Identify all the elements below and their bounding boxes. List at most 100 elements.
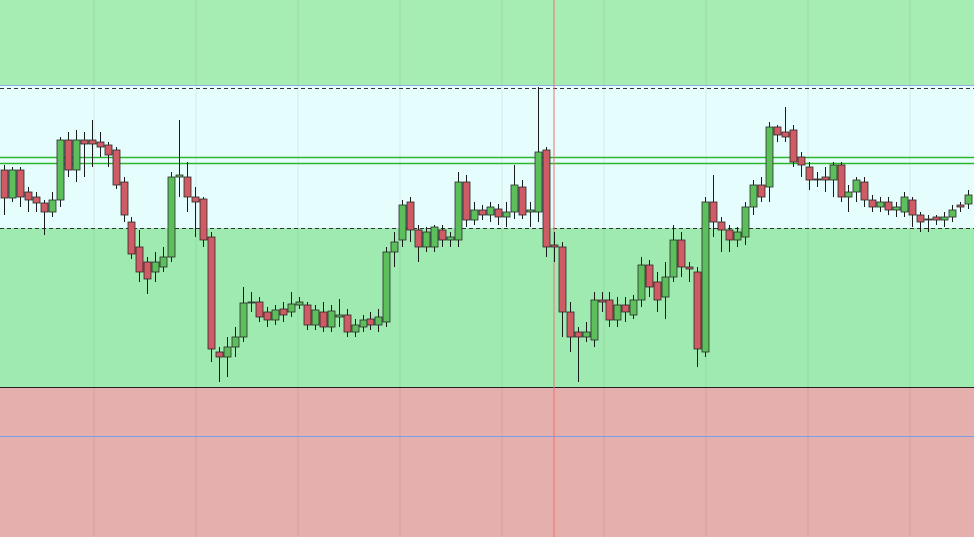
- candle-body: [645, 264, 654, 288]
- candle-body: [382, 251, 391, 323]
- candle-body: [940, 216, 949, 221]
- candle-body: [837, 164, 846, 198]
- candle-body: [287, 303, 296, 313]
- candle-body: [725, 229, 734, 241]
- candle-body: [351, 324, 360, 333]
- candle-body: [526, 209, 535, 213]
- candle-body: [717, 221, 726, 231]
- candle-body: [781, 131, 790, 138]
- candle-body: [590, 299, 599, 341]
- candle-body: [311, 309, 320, 326]
- candle-body: [844, 191, 853, 198]
- candle-body: [605, 299, 614, 321]
- candle-body: [892, 206, 901, 211]
- candle-body: [343, 314, 352, 333]
- candle-body: [486, 206, 495, 216]
- zone: [0, 228, 974, 387]
- candle-body: [295, 301, 304, 306]
- candle-body: [534, 151, 543, 213]
- candle-body: [462, 181, 471, 221]
- candle-body: [876, 201, 885, 208]
- candle-body: [8, 169, 17, 199]
- candle-body: [135, 246, 144, 273]
- candle-body: [574, 331, 583, 338]
- candle-body: [470, 209, 479, 221]
- candle-body: [327, 310, 336, 328]
- candle-body: [613, 304, 622, 321]
- candle-body: [852, 179, 861, 193]
- candle-body: [494, 208, 503, 218]
- candle-body: [446, 236, 455, 241]
- candle-body: [733, 231, 742, 241]
- candle-body: [88, 139, 97, 145]
- candle-body: [247, 301, 256, 304]
- candle-body: [96, 141, 105, 148]
- candle-body: [422, 231, 431, 248]
- candle-body: [789, 129, 798, 163]
- candle-body: [757, 184, 766, 198]
- candle-body: [366, 318, 375, 326]
- candle-body: [677, 239, 686, 268]
- candle-body: [566, 311, 575, 338]
- candle-body: [279, 308, 288, 316]
- candle-body: [143, 261, 152, 280]
- candle-body: [159, 256, 168, 268]
- candle-body: [868, 199, 877, 208]
- candle-body: [48, 199, 57, 213]
- candle-body: [829, 164, 838, 181]
- candle-body: [797, 156, 806, 166]
- candle-body: [231, 336, 240, 348]
- candle-body: [502, 211, 511, 218]
- candle-body: [398, 204, 407, 241]
- candle-body: [956, 204, 965, 208]
- candle-body: [908, 199, 917, 216]
- candle-body: [438, 229, 447, 241]
- candle-body: [72, 139, 81, 171]
- candle-body: [24, 191, 33, 201]
- grid: [93, 0, 911, 537]
- candle-body: [223, 346, 232, 358]
- candle-body: [916, 214, 925, 223]
- candle-body: [749, 184, 758, 208]
- candle-body: [239, 302, 248, 338]
- candle-body: [40, 202, 49, 213]
- candle-body: [414, 229, 423, 248]
- candle-body: [374, 316, 383, 326]
- candle-body: [207, 236, 216, 350]
- zone: [0, 0, 974, 85]
- candle-body: [80, 139, 89, 145]
- candle-body: [335, 314, 344, 318]
- candle-body: [255, 301, 264, 318]
- candle-body: [64, 139, 73, 171]
- candle-body: [964, 194, 973, 205]
- candle-body: [741, 206, 750, 238]
- candle-body: [16, 169, 25, 198]
- candle-body: [685, 266, 694, 270]
- candle-body: [215, 351, 224, 358]
- candle-body: [629, 299, 638, 316]
- candle-body: [884, 201, 893, 211]
- candle-body: [319, 311, 328, 328]
- candle-body: [900, 196, 909, 213]
- candle-body: [183, 176, 192, 198]
- candle-body: [765, 126, 774, 188]
- candle-body: [518, 186, 527, 216]
- candle-body: [127, 221, 136, 255]
- candle-body: [271, 309, 280, 321]
- candle-body: [653, 281, 662, 301]
- candle-body: [359, 319, 368, 328]
- candle-body: [661, 276, 670, 298]
- candle-body: [860, 181, 869, 201]
- candle-body: [510, 184, 519, 213]
- candle-body: [542, 149, 551, 248]
- candle-body: [478, 209, 487, 216]
- candle-body: [693, 271, 702, 350]
- candle-body: [709, 201, 718, 223]
- candle-body: [621, 304, 630, 313]
- candle-body: [550, 244, 559, 248]
- candle-body: [430, 226, 439, 248]
- candle-body: [406, 201, 415, 231]
- candle-body: [191, 196, 200, 203]
